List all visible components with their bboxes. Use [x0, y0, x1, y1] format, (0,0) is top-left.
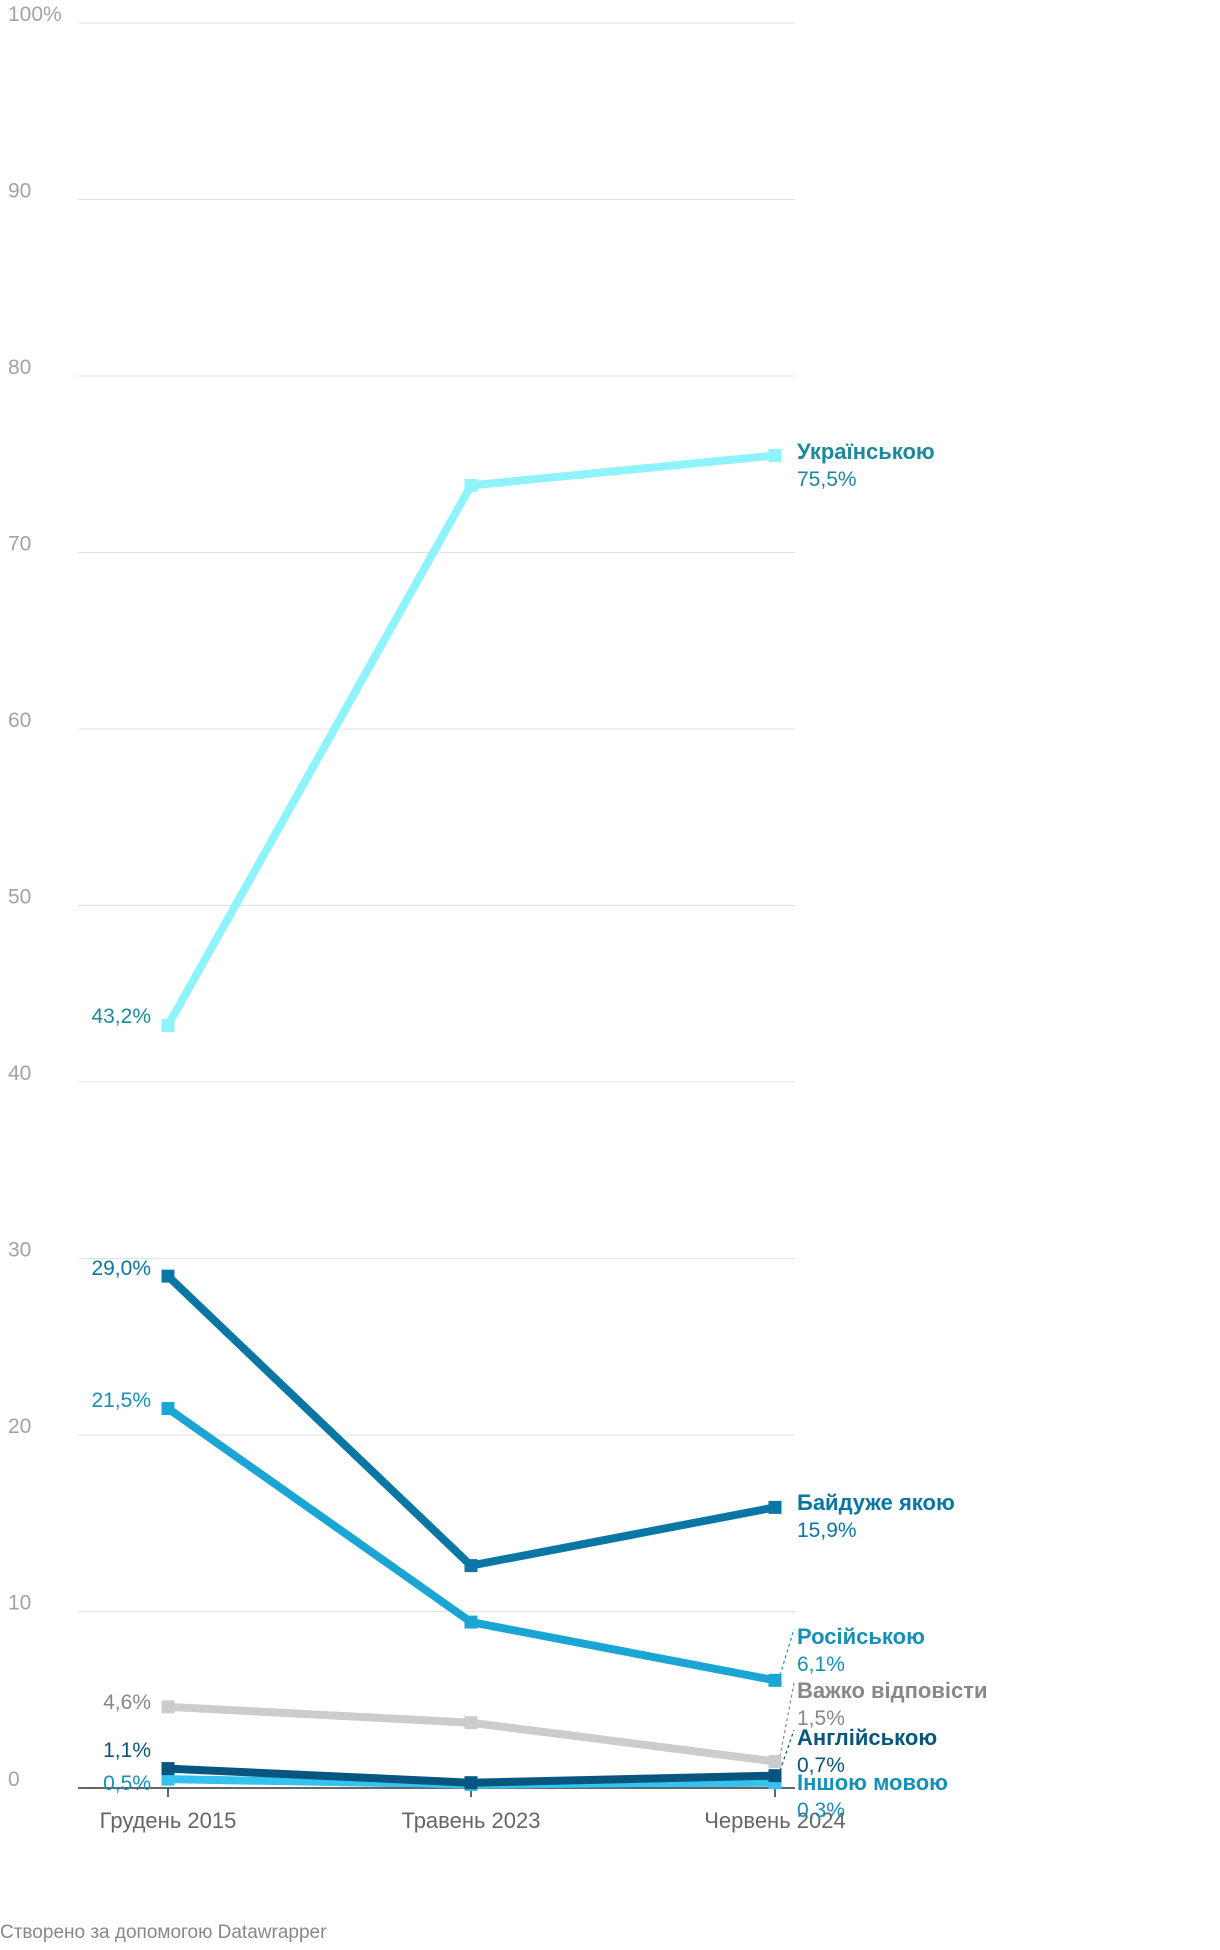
series-name-label: Російською: [797, 1624, 925, 1649]
label-leader-line: [779, 1729, 795, 1771]
label-leader-line: [779, 1682, 795, 1757]
x-tick-label: Грудень 2015: [100, 1808, 237, 1833]
y-tick-label: 30: [8, 1239, 31, 1262]
series-marker: [464, 478, 478, 492]
start-value-label: 29,0%: [91, 1257, 151, 1280]
y-tick-label: 10: [8, 1592, 31, 1615]
series-end-value-label: 0,3%: [797, 1799, 845, 1822]
y-tick-label: 80: [8, 356, 31, 379]
series-marker: [161, 1269, 175, 1283]
series-marker: [161, 1772, 175, 1786]
start-value-label: 43,2%: [91, 1005, 151, 1028]
y-axis: 0 10 20 30 40 50 60 70 80 90 100%: [8, 3, 62, 1791]
series-marker: [768, 1755, 782, 1769]
series-marker: [768, 1673, 782, 1687]
series-marker: [464, 1716, 478, 1730]
y-tick-label: 100%: [8, 3, 62, 26]
y-tick-label: 0: [8, 1768, 20, 1791]
start-value-label: 21,5%: [91, 1389, 151, 1412]
y-tick-label: 40: [8, 1062, 31, 1085]
label-leader-line: [779, 1628, 795, 1676]
series-labels: 43,2% 29,0% 21,5% 4,6% 1,1% 0,5% Українською 75…: [91, 439, 987, 1822]
y-tick-label: 20: [8, 1415, 31, 1438]
series-end-value-label: 0,7%: [797, 1754, 845, 1777]
series-marker: [464, 1559, 478, 1573]
series-marker: [768, 1500, 782, 1514]
series-marker: [464, 1776, 478, 1790]
series-name-label: Байдуже якою: [797, 1490, 955, 1515]
series-marker: [161, 1019, 175, 1033]
series-line: [165, 1405, 776, 1685]
series-marker: [768, 1769, 782, 1783]
y-tick-label: 90: [8, 180, 31, 203]
series-end-value-label: 15,9%: [797, 1519, 857, 1542]
x-tick-label: Червень 2024: [704, 1808, 845, 1833]
series-marker: [161, 1402, 175, 1416]
series-name-label: Англійською: [797, 1725, 937, 1750]
series-name-label: Іншою мовою: [797, 1770, 948, 1795]
y-tick-label: 60: [8, 709, 31, 732]
series-marker: [161, 1762, 175, 1776]
x-axis: Грудень 2015 Травень 2023 Червень 2024: [78, 1787, 846, 1833]
series-name-label: Важко відповісти: [797, 1678, 988, 1703]
series-line: [164, 451, 776, 1028]
series-name-label: Українською: [797, 439, 935, 464]
series-end-value-label: 75,5%: [797, 468, 857, 491]
label-leader-lines: [779, 1628, 795, 1771]
grid-lines: [78, 22, 795, 1612]
start-value-label: 4,6%: [103, 1691, 151, 1714]
x-tick-label: Травень 2023: [401, 1808, 540, 1833]
series-end-value-label: 1,5%: [797, 1707, 845, 1730]
series-marker: [768, 448, 782, 462]
series-marker: [464, 1615, 478, 1629]
series-lines: [161, 448, 782, 1791]
series-line: [167, 1702, 776, 1766]
y-tick-label: 70: [8, 533, 31, 556]
start-value-label: 1,1%: [103, 1739, 151, 1762]
series-line: [165, 1273, 776, 1570]
y-tick-label: 50: [8, 886, 31, 909]
series-marker: [161, 1700, 175, 1714]
credit-text: Створено за допомогою Datawrapper: [0, 1922, 327, 1943]
series-end-value-label: 6,1%: [797, 1653, 845, 1676]
start-value-label: 0,5%: [103, 1772, 151, 1795]
